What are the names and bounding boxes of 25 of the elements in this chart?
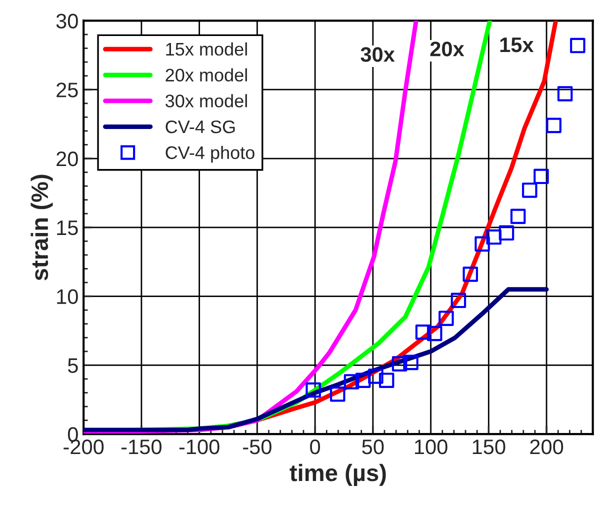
y-axis-title: strain (%) xyxy=(30,174,53,280)
annotation: 30x xyxy=(360,47,395,62)
x-tick-label: 100 xyxy=(415,439,448,454)
legend-label: 15x model xyxy=(166,42,247,56)
x-axis-title: time (µs) xyxy=(290,464,386,486)
y-tick-label: 20 xyxy=(56,152,78,166)
y-tick-label: 15 xyxy=(57,220,78,236)
x-tick-label: 0 xyxy=(310,439,320,454)
y-tick-label: 5 xyxy=(68,358,78,373)
legend-label: 30x model xyxy=(166,94,247,108)
legend-label: 20x model xyxy=(166,68,247,82)
y-tick-label: 10 xyxy=(57,289,78,304)
x-tick-label: -100 xyxy=(179,439,220,454)
annotation: 20x xyxy=(430,42,464,56)
y-tick-label: 30 xyxy=(56,14,78,28)
x-tick-label: 200 xyxy=(530,439,564,454)
y-tick-label: 25 xyxy=(56,82,78,98)
x-tick-label: 50 xyxy=(362,439,384,454)
x-tick-label: -150 xyxy=(122,439,162,454)
x-tick-label: 150 xyxy=(472,439,506,454)
legend-label: CV-4 SG xyxy=(166,120,235,134)
legend-label: CV-4 photo xyxy=(166,146,254,163)
annotation: 15x xyxy=(500,38,534,52)
x-tick-label: -50 xyxy=(243,439,272,454)
x-tick-label: -200 xyxy=(64,439,104,454)
